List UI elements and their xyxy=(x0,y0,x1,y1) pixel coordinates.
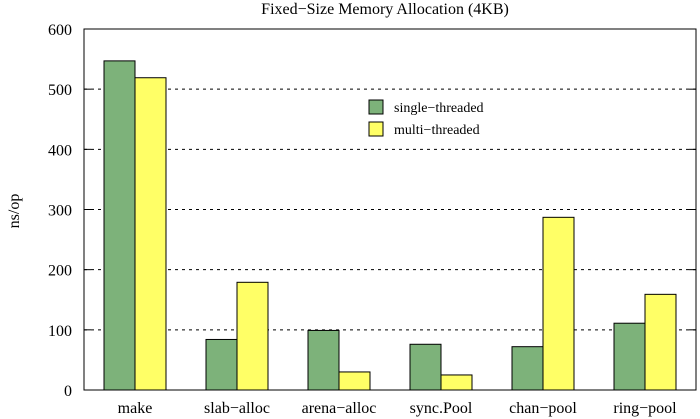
x-axis-ticks: make slab−alloc arena−alloc sync.Pool chan−p… xyxy=(118,400,678,417)
x-tick-label: ring−pool xyxy=(613,400,677,417)
legend-label-single-threaded: single−threaded xyxy=(394,101,484,116)
bars xyxy=(103,60,677,391)
x-tick-label: make xyxy=(118,400,153,417)
legend-swatch-single-threaded xyxy=(368,99,384,115)
y-tick-label: 300 xyxy=(48,203,72,220)
bar-multi-threaded xyxy=(440,374,473,391)
bar-single-threaded xyxy=(205,338,238,391)
y-axis-label: ns/op xyxy=(6,194,23,229)
bar-single-threaded xyxy=(613,322,646,391)
grid-lines xyxy=(84,88,696,331)
y-tick-label: 0 xyxy=(64,383,72,400)
bar-multi-threaded xyxy=(542,216,575,391)
legend-swatch-multi-threaded xyxy=(368,121,384,137)
y-tick-label: 200 xyxy=(48,263,72,280)
legend-label-multi-threaded: multi−threaded xyxy=(394,123,480,138)
bar-single-threaded xyxy=(103,60,136,391)
bar-single-threaded xyxy=(409,343,442,391)
chart-title: Fixed−Size Memory Allocation (4KB) xyxy=(261,1,509,18)
legend: single−threaded multi−threaded xyxy=(368,99,484,138)
bar-multi-threaded xyxy=(338,371,371,391)
bar-multi-threaded xyxy=(236,281,269,391)
bar-multi-threaded xyxy=(134,77,167,391)
y-tick-label: 500 xyxy=(48,82,72,99)
x-tick-label: slab−alloc xyxy=(204,400,270,417)
y-axis-ticks: 0 100 200 300 400 500 600 xyxy=(48,22,696,400)
x-tick-label: sync.Pool xyxy=(410,400,473,417)
x-tick-label: arena−alloc xyxy=(302,400,377,417)
bar-multi-threaded xyxy=(644,293,677,391)
x-tick-label: chan−pool xyxy=(509,400,577,417)
bar-single-threaded xyxy=(307,329,340,391)
y-tick-label: 100 xyxy=(48,323,72,340)
y-tick-label: 400 xyxy=(48,142,72,159)
y-tick-label: 600 xyxy=(48,22,72,39)
bar-single-threaded xyxy=(511,346,544,391)
